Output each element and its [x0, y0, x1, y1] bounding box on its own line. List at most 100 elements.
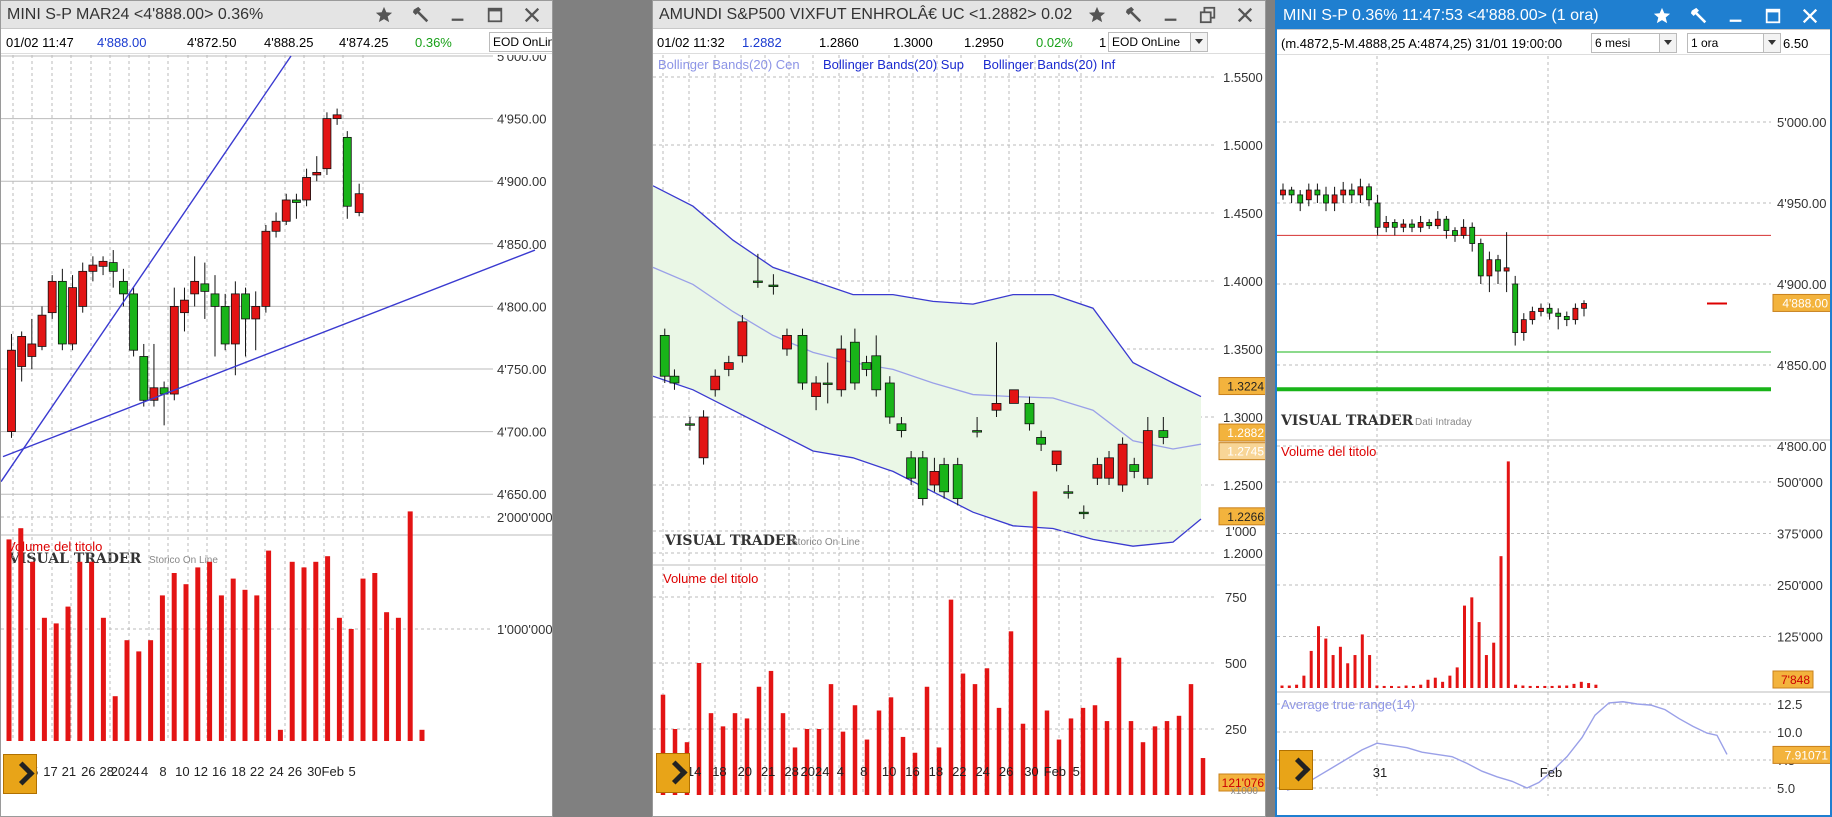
candle-down — [78, 270, 88, 307]
volume-bar — [195, 567, 201, 741]
maximize-button[interactable] — [476, 1, 513, 29]
candle-up — [129, 293, 138, 351]
candle-up — [119, 280, 128, 295]
band-tag-center: 1.2745 — [1227, 445, 1264, 459]
volume-bar — [1441, 681, 1445, 688]
price-chart[interactable]: 5'000.00 4'950.00 4'900.00 4'850.00 4'800.00… — [1, 55, 553, 817]
price-axis-label: 4'650.00 — [497, 487, 546, 502]
chart-body: 1.5500 1.5000 1.4500 1.4000 1.3500 1.3000 1.25… — [653, 55, 1265, 797]
candle-down — [1051, 450, 1062, 466]
close-button[interactable] — [1226, 1, 1263, 29]
volume-bar — [1426, 679, 1430, 688]
candle-up — [1323, 194, 1329, 204]
price-chart[interactable]: 1.5500 1.5000 1.4500 1.4000 1.3500 1.3000 1.25… — [653, 55, 1266, 817]
date-axis-label: 22 — [250, 764, 264, 779]
hammer-icon — [1690, 7, 1706, 24]
candle-up — [1426, 222, 1433, 227]
date-axis-label: 18 — [929, 764, 943, 779]
navigate-button[interactable] — [3, 754, 37, 794]
atr-tag: 7.91071 — [1785, 748, 1829, 762]
candle-down — [354, 193, 364, 213]
quote-time: 01/02 11:47 — [6, 35, 74, 50]
window-titlebar[interactable]: MINI S-P MAR24 <4'888.00> 0.36% — [1, 1, 552, 29]
minimize-button[interactable] — [1152, 1, 1189, 29]
volume-bar — [936, 747, 942, 795]
volume-axis-label: 125'000 — [1777, 630, 1823, 645]
quote-high: 4'888.25 — [264, 35, 314, 50]
favorite-star-button[interactable] — [1078, 1, 1115, 29]
date-axis-label: 10 — [882, 764, 896, 779]
close-button[interactable] — [1791, 2, 1828, 30]
maximize-button[interactable] — [1754, 2, 1791, 30]
candle-down — [261, 230, 271, 307]
band-tag-lower-bg — [1218, 507, 1265, 526]
candle-up — [1469, 226, 1476, 244]
dropdown-value: EOD OnLine — [1112, 35, 1181, 49]
volume-bar — [1382, 685, 1386, 688]
favorite-star-button[interactable] — [1643, 2, 1680, 30]
volume-axis-label: 2'000'000 — [497, 510, 553, 525]
restore-button[interactable] — [1189, 1, 1226, 29]
candle-down — [7, 349, 16, 432]
candle-up — [1314, 189, 1321, 196]
date-axis-label: 18 — [712, 764, 726, 779]
volume-bar — [1295, 684, 1299, 688]
candle-up — [952, 464, 963, 500]
chart-window-mini-sp-intraday[interactable]: MINI S-P 0.36% 11:47:53 <4'888.00> (1 or… — [1275, 0, 1832, 817]
candle-up — [768, 284, 779, 287]
star-icon — [375, 6, 392, 23]
chart-window-mini-sp-mar24[interactable]: MINI S-P MAR24 <4'888.00> 0.36% 01/02 11… — [0, 0, 553, 817]
interval-dropdown[interactable]: 1 ora — [1687, 33, 1781, 53]
navigate-button[interactable] — [656, 753, 690, 793]
chart-body: 5'000.00 4'950.00 4'900.00 4'850.00 4'800.00… — [1, 55, 553, 779]
maximize-icon — [487, 7, 502, 23]
tools-button[interactable] — [1680, 2, 1717, 30]
restore-icon — [1199, 6, 1215, 24]
candle-up — [659, 334, 670, 377]
price-tag: 1.2882 — [1227, 426, 1264, 440]
volume-bar — [972, 684, 978, 795]
volume-bar — [876, 710, 882, 795]
date-axis-label: 18 — [231, 764, 245, 779]
price-axis-label: 1.3500 — [1223, 342, 1263, 357]
candle-down — [1383, 222, 1390, 228]
navigate-button[interactable] — [1279, 750, 1313, 790]
window-titlebar[interactable]: AMUNDI S&P500 VIXFUT ENHROLÂ€ UC <1.2882… — [653, 1, 1265, 29]
price-chart[interactable]: 5'000.00 4'950.00 4'900.00 4'850.00 4'800.00… — [1277, 56, 1832, 817]
price-axis-label: 1.5500 — [1223, 70, 1263, 85]
candle-up — [849, 341, 860, 384]
volume-bar — [112, 696, 118, 741]
volume-tag: 121'076 — [1222, 776, 1265, 790]
volume-bar — [1528, 685, 1532, 688]
candle-down — [1280, 189, 1286, 196]
favorite-star-button[interactable] — [365, 1, 402, 29]
volume-axis-label: 500'000 — [1777, 475, 1823, 490]
chevron-down-icon — [1659, 34, 1676, 52]
volume-axis-label: 250 — [1225, 722, 1247, 737]
volume-bar — [1565, 685, 1569, 688]
date-axis-label: 5 — [349, 764, 356, 779]
window-titlebar[interactable]: MINI S-P 0.36% 11:47:53 <4'888.00> (1 or… — [1277, 2, 1830, 30]
candle-down — [312, 172, 322, 176]
data-source-dropdown[interactable]: EOD OnLine — [489, 32, 552, 52]
volume-axis-label: 500 — [1225, 656, 1247, 671]
candle-down — [1538, 307, 1544, 312]
period-dropdown[interactable]: 6 mesi — [1591, 33, 1677, 53]
volume-bar — [1140, 742, 1146, 795]
candle-up — [1078, 511, 1089, 515]
minimize-button[interactable] — [1717, 2, 1754, 30]
trend-line — [1, 55, 292, 483]
minimize-button[interactable] — [439, 1, 476, 29]
date-axis-label: 26 — [288, 764, 302, 779]
date-axis-label: 24 — [269, 764, 283, 779]
close-button[interactable] — [513, 1, 550, 29]
volume-bar — [159, 595, 165, 741]
volume-bar — [1579, 681, 1583, 688]
chart-window-amundi-vixfut[interactable]: AMUNDI S&P500 VIXFUT ENHROLÂ€ UC <1.2882… — [652, 0, 1266, 817]
candle-down — [1117, 443, 1128, 486]
tools-button[interactable] — [1115, 1, 1152, 29]
volume-bar — [1176, 715, 1182, 795]
tools-button[interactable] — [402, 1, 439, 29]
data-source-dropdown[interactable]: EOD OnLine — [1108, 32, 1208, 52]
watermark: VISUAL TRADER — [664, 533, 798, 549]
